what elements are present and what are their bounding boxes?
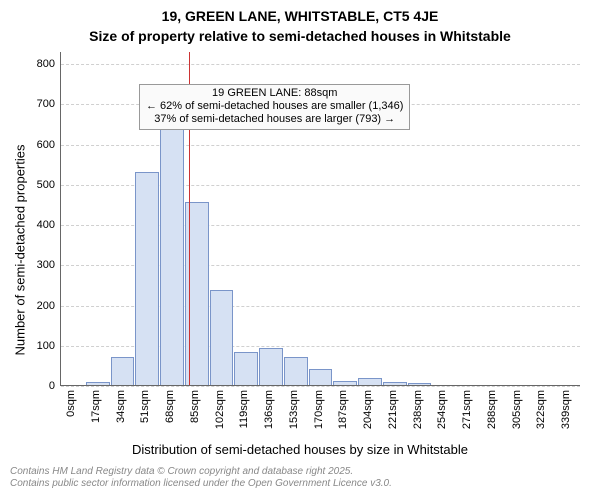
chart-container: 19, GREEN LANE, WHITSTABLE, CT5 4JE Size…: [0, 0, 600, 500]
y-tick-label: 0: [49, 380, 61, 392]
x-tick-label: 119sqm: [238, 386, 250, 436]
y-tick-label: 800: [37, 58, 61, 70]
y-tick-label: 400: [37, 219, 61, 231]
y-tick-label: 200: [37, 300, 61, 312]
histogram-bar: [333, 381, 357, 385]
plot-area: 01002003004005006007008000sqm17sqm34sqm5…: [60, 52, 580, 386]
histogram-bar: [383, 382, 407, 385]
x-axis-label: Distribution of semi-detached houses by …: [0, 442, 600, 457]
histogram-bar: [160, 119, 184, 385]
x-tick-label: 288sqm: [486, 386, 498, 436]
histogram-bar: [135, 172, 159, 385]
histogram-bar: [309, 369, 333, 385]
x-tick-label: 322sqm: [535, 386, 547, 436]
x-tick-label: 170sqm: [313, 386, 325, 436]
x-tick-label: 34sqm: [115, 386, 127, 436]
histogram-bar: [259, 348, 283, 385]
histogram-bar: [408, 383, 432, 385]
annotation-line1: 19 GREEN LANE: 88sqm: [146, 87, 403, 100]
x-tick-label: 102sqm: [214, 386, 226, 436]
chart-title-line1: 19, GREEN LANE, WHITSTABLE, CT5 4JE: [0, 8, 600, 24]
footer-line2: Contains public sector information licen…: [10, 478, 392, 490]
footer-line1: Contains HM Land Registry data © Crown c…: [10, 466, 392, 478]
histogram-bar: [111, 357, 135, 385]
x-tick-label: 85sqm: [189, 386, 201, 436]
x-tick-label: 187sqm: [337, 386, 349, 436]
histogram-bar: [234, 352, 258, 385]
x-tick-label: 17sqm: [90, 386, 102, 436]
y-tick-label: 500: [37, 179, 61, 191]
x-tick-label: 68sqm: [164, 386, 176, 436]
y-tick-label: 300: [37, 259, 61, 271]
histogram-bar: [210, 290, 234, 385]
annotation-box: 19 GREEN LANE: 88sqm ← 62% of semi-detac…: [139, 84, 410, 130]
x-tick-label: 0sqm: [65, 386, 77, 436]
grid-line: [61, 145, 580, 146]
histogram-bar: [358, 378, 382, 385]
x-tick-label: 305sqm: [511, 386, 523, 436]
x-tick-label: 254sqm: [436, 386, 448, 436]
chart-title-line2: Size of property relative to semi-detach…: [0, 28, 600, 44]
x-tick-label: 153sqm: [288, 386, 300, 436]
x-tick-label: 238sqm: [412, 386, 424, 436]
x-tick-label: 51sqm: [139, 386, 151, 436]
y-tick-label: 600: [37, 139, 61, 151]
y-tick-label: 700: [37, 98, 61, 110]
x-tick-label: 271sqm: [461, 386, 473, 436]
histogram-bar: [284, 357, 308, 385]
annotation-line3: 37% of semi-detached houses are larger (…: [146, 113, 403, 126]
x-tick-label: 339sqm: [560, 386, 572, 436]
footer-attribution: Contains HM Land Registry data © Crown c…: [10, 466, 392, 490]
y-axis-label: Number of semi-detached properties: [13, 120, 28, 380]
y-tick-label: 100: [37, 340, 61, 352]
x-tick-label: 136sqm: [263, 386, 275, 436]
grid-line: [61, 64, 580, 65]
x-tick-label: 221sqm: [387, 386, 399, 436]
x-tick-label: 204sqm: [362, 386, 374, 436]
histogram-bar: [86, 382, 110, 385]
annotation-line2: ← 62% of semi-detached houses are smalle…: [146, 100, 403, 113]
